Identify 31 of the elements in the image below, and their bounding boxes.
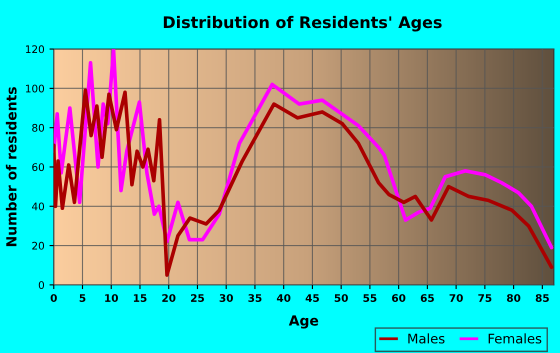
y-axis-title: Number of residents (6, 87, 17, 246)
y-tick-label: 40 (32, 202, 44, 210)
x-tick-label: 35 (248, 294, 262, 302)
x-axis-title: Age (288, 315, 318, 329)
x-tick-label: 75 (478, 294, 492, 302)
x-tick-label: 0 (50, 294, 57, 302)
x-tick-label: 40 (276, 294, 290, 302)
x-tick-label: 30 (220, 294, 233, 302)
y-tick-label: 0 (38, 281, 44, 289)
x-tick-label: 80 (506, 294, 520, 302)
y-tick-label: 100 (26, 84, 44, 92)
y-tick-label: 20 (32, 242, 44, 250)
x-tick-label: 70 (450, 294, 463, 302)
x-tick-label: 10 (105, 294, 118, 302)
x-tick-label: 65 (420, 294, 434, 302)
x-tick-label: 50 (334, 294, 348, 302)
legend-label: Males (408, 333, 445, 344)
x-tick-label: 25 (191, 294, 204, 302)
legend-label: Females (488, 333, 542, 344)
x-tick-label: 85 (536, 294, 549, 302)
x-tick-label: 5 (80, 294, 86, 302)
x-tick-label: 60 (392, 294, 406, 302)
y-tick-label: 120 (26, 45, 44, 54)
x-tick-label: 15 (134, 294, 146, 302)
y-tick-label: 80 (32, 124, 44, 132)
x-tick-label: 20 (162, 294, 176, 302)
x-tick-label: 45 (306, 294, 319, 302)
x-tick-label: 55 (363, 294, 376, 302)
y-tick-label: 60 (32, 163, 44, 172)
line-series (54, 88, 554, 277)
chart-title: Distribution of Residents' Ages (164, 16, 442, 32)
